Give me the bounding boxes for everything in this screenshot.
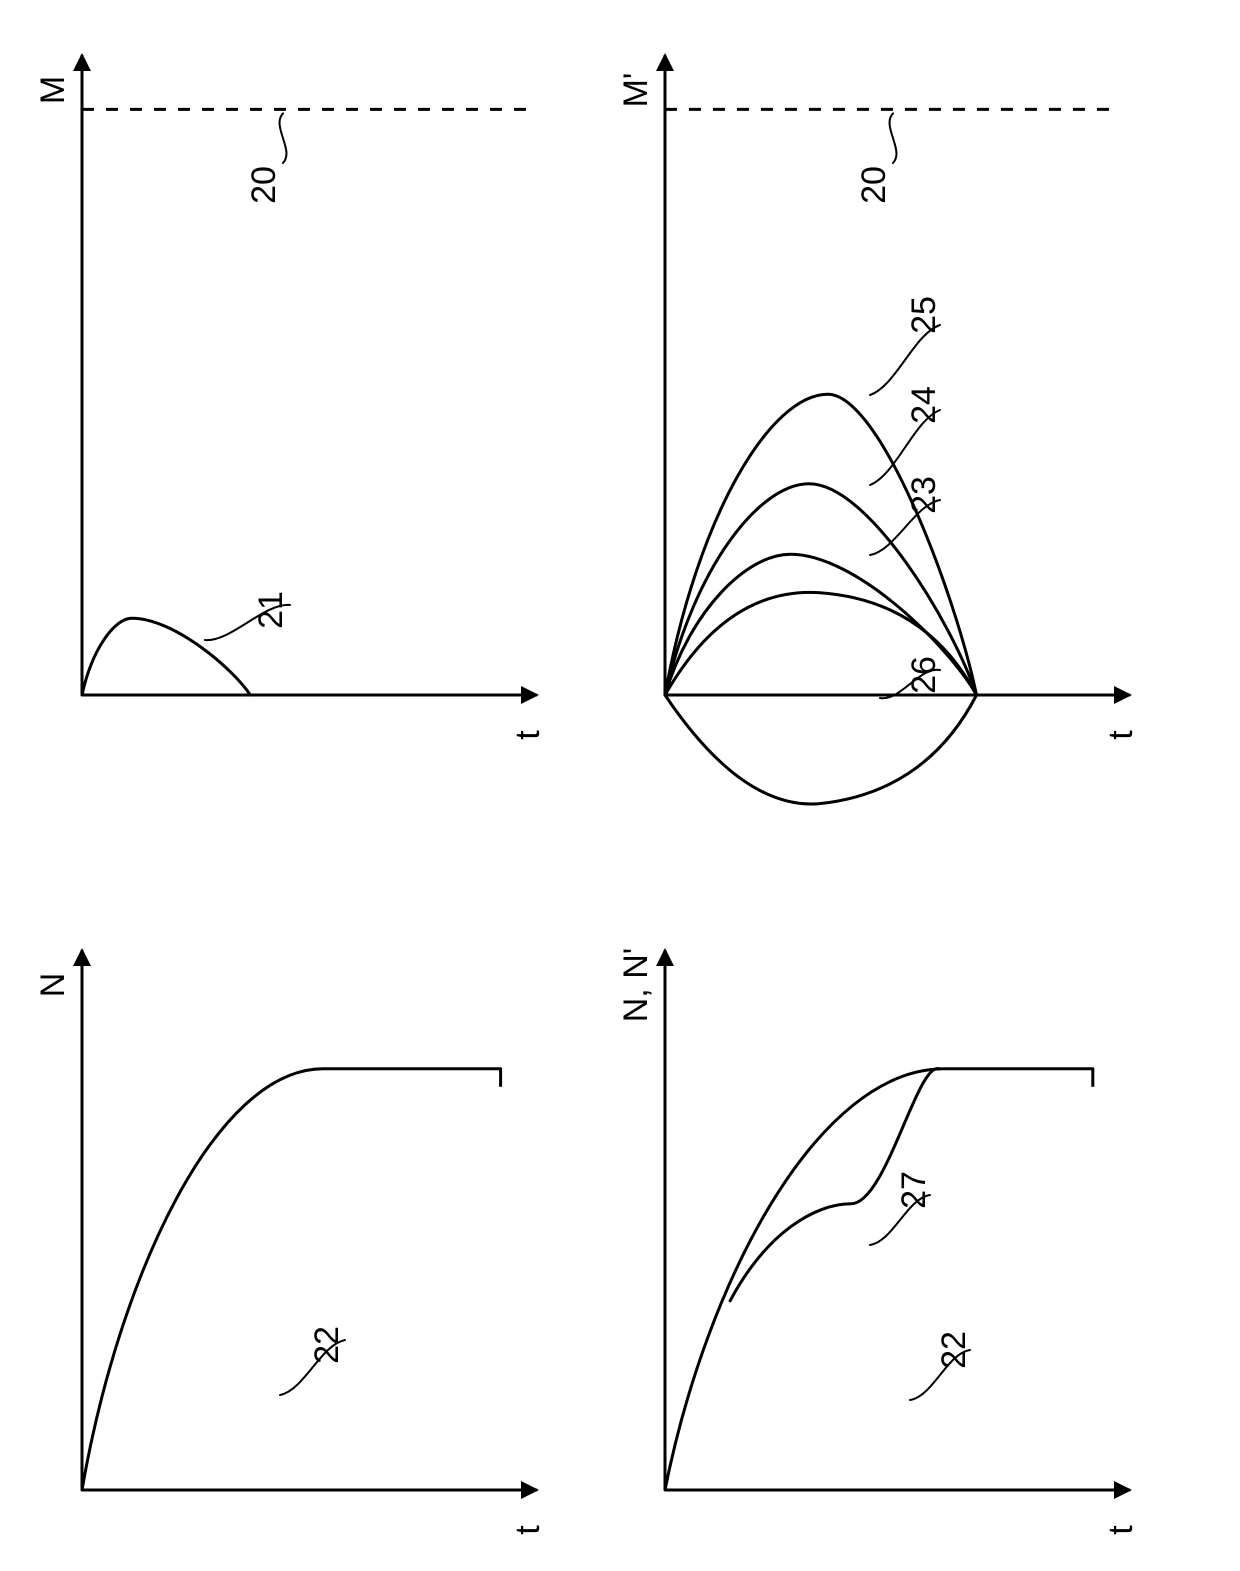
label-25: 25 (905, 296, 943, 334)
svg-text:M: M (34, 76, 72, 104)
label-20-tl: 20 (245, 166, 283, 204)
svg-text:M': M' (617, 73, 655, 108)
label-22-bl: 22 (308, 1326, 346, 1364)
figure-svg: Mt2021M't2025242326Nt22N, N't2227 (0, 0, 1240, 1571)
label-20-tr: 20 (855, 166, 893, 204)
svg-text:t: t (509, 1525, 547, 1535)
svg-text:t: t (509, 730, 547, 740)
label-24: 24 (905, 386, 943, 424)
svg-text:t: t (1102, 730, 1140, 740)
svg-text:N, N': N, N' (617, 948, 655, 1023)
svg-text:N: N (34, 973, 72, 998)
svg-text:t: t (1102, 1525, 1140, 1535)
